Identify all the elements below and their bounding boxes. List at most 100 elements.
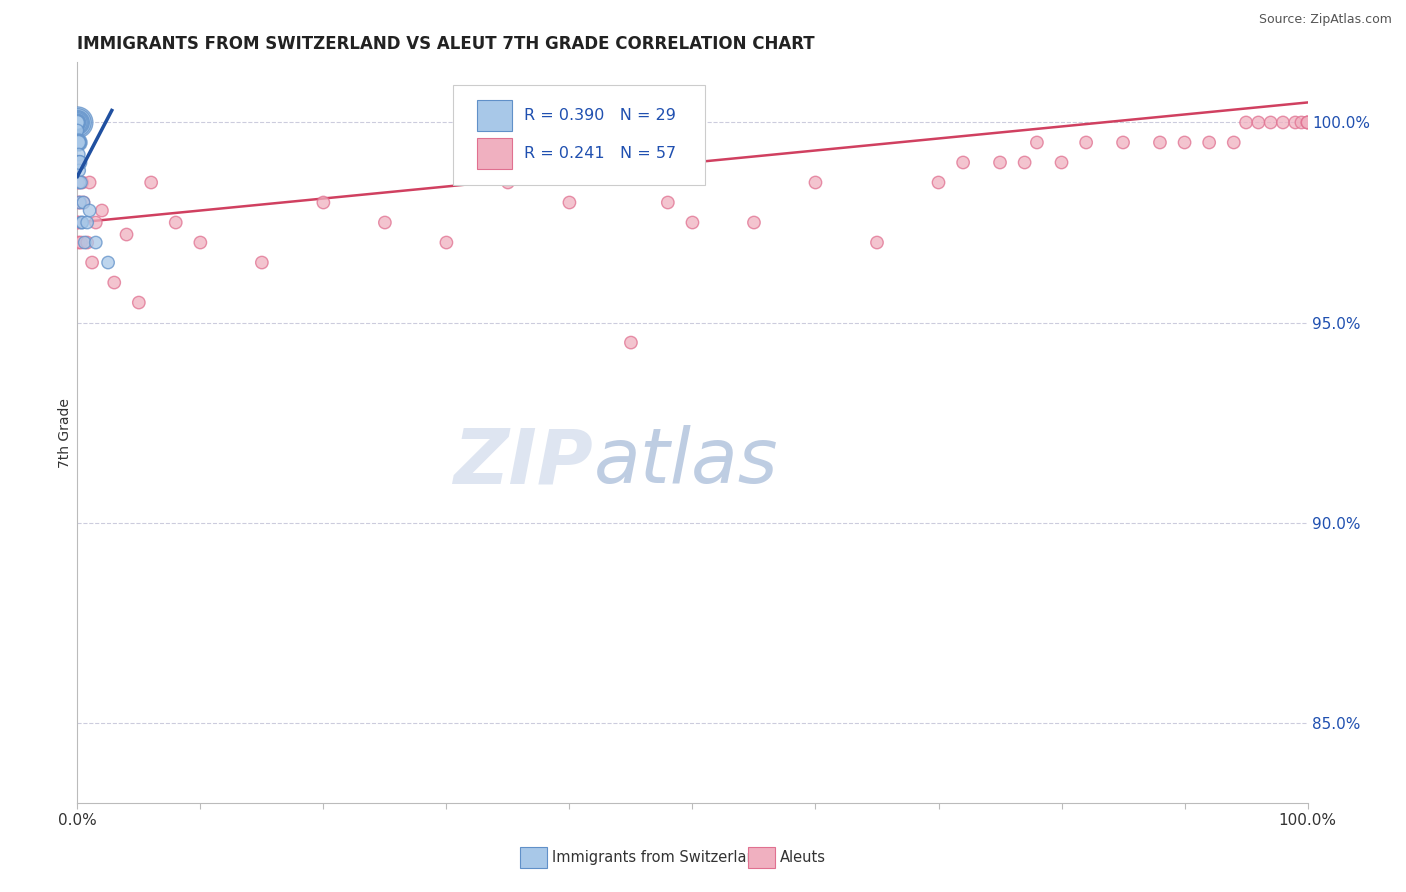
Text: R = 0.241   N = 57: R = 0.241 N = 57 bbox=[524, 146, 676, 161]
Point bbox=[436, 235, 458, 250]
Point bbox=[67, 136, 90, 150]
Point bbox=[620, 335, 643, 350]
Bar bbox=[477, 100, 512, 131]
Point bbox=[165, 215, 187, 229]
Point bbox=[67, 195, 90, 210]
Point bbox=[66, 115, 89, 129]
Point bbox=[66, 115, 89, 129]
Point bbox=[1247, 115, 1270, 129]
Point bbox=[84, 215, 107, 229]
Point bbox=[1296, 115, 1319, 129]
Point bbox=[103, 276, 125, 290]
Point bbox=[69, 195, 91, 210]
Text: atlas: atlas bbox=[595, 425, 779, 500]
Point bbox=[1260, 115, 1282, 129]
Point bbox=[69, 155, 91, 169]
Point bbox=[66, 176, 89, 190]
Text: Source: ZipAtlas.com: Source: ZipAtlas.com bbox=[1258, 13, 1392, 27]
Point bbox=[1223, 136, 1246, 150]
Point bbox=[1198, 136, 1220, 150]
Point bbox=[70, 215, 93, 229]
Point bbox=[69, 195, 91, 210]
Point bbox=[1149, 136, 1171, 150]
Text: Aleuts: Aleuts bbox=[780, 850, 825, 865]
Point bbox=[988, 155, 1011, 169]
Point bbox=[742, 215, 765, 229]
Point bbox=[66, 115, 89, 129]
Point bbox=[558, 195, 581, 210]
Point bbox=[66, 115, 89, 129]
Point bbox=[1076, 136, 1098, 150]
Point bbox=[67, 235, 90, 250]
Point bbox=[1174, 136, 1197, 150]
Point bbox=[67, 136, 90, 150]
Point bbox=[1296, 115, 1319, 129]
Point bbox=[97, 255, 120, 269]
Point bbox=[69, 155, 91, 169]
Point bbox=[1291, 115, 1313, 129]
Point bbox=[66, 115, 89, 129]
Bar bbox=[477, 137, 512, 169]
Point bbox=[1026, 136, 1049, 150]
Point bbox=[67, 215, 90, 229]
Point bbox=[79, 176, 101, 190]
Point bbox=[84, 235, 107, 250]
Point bbox=[928, 176, 950, 190]
Point bbox=[496, 176, 519, 190]
Point bbox=[67, 136, 90, 150]
Text: IMMIGRANTS FROM SWITZERLAND VS ALEUT 7TH GRADE CORRELATION CHART: IMMIGRANTS FROM SWITZERLAND VS ALEUT 7TH… bbox=[77, 35, 815, 53]
Point bbox=[72, 195, 94, 210]
Point bbox=[90, 203, 114, 218]
Point bbox=[66, 115, 89, 129]
Point bbox=[115, 227, 138, 242]
Point bbox=[312, 195, 335, 210]
Point bbox=[70, 176, 93, 190]
Point bbox=[67, 176, 90, 190]
Bar bbox=[748, 847, 775, 868]
Point bbox=[128, 295, 150, 310]
Point bbox=[866, 235, 889, 250]
Text: ZIP: ZIP bbox=[454, 425, 595, 500]
Point bbox=[1234, 115, 1257, 129]
Point bbox=[70, 176, 93, 190]
FancyBboxPatch shape bbox=[453, 85, 704, 185]
Point bbox=[374, 215, 396, 229]
Point bbox=[76, 235, 98, 250]
Point bbox=[952, 155, 974, 169]
Point bbox=[67, 147, 90, 161]
Point bbox=[1050, 155, 1073, 169]
Point bbox=[66, 115, 89, 129]
Point bbox=[804, 176, 827, 190]
Point bbox=[66, 215, 89, 229]
Point bbox=[141, 176, 163, 190]
Point bbox=[79, 203, 101, 218]
Point bbox=[66, 136, 89, 150]
Point bbox=[76, 215, 98, 229]
Y-axis label: 7th Grade: 7th Grade bbox=[58, 398, 72, 467]
Point bbox=[1014, 155, 1036, 169]
Point bbox=[69, 176, 91, 190]
Point bbox=[657, 195, 679, 210]
Point bbox=[250, 255, 273, 269]
Point bbox=[1296, 115, 1319, 129]
Point bbox=[66, 155, 89, 169]
Point bbox=[1112, 136, 1135, 150]
Point bbox=[70, 235, 93, 250]
Point bbox=[67, 163, 90, 178]
Point bbox=[188, 235, 212, 250]
Point bbox=[66, 123, 89, 137]
Point bbox=[66, 136, 89, 150]
Point bbox=[73, 235, 96, 250]
Point bbox=[72, 195, 94, 210]
Point bbox=[1272, 115, 1295, 129]
Bar bbox=[520, 847, 547, 868]
Text: R = 0.390   N = 29: R = 0.390 N = 29 bbox=[524, 109, 676, 123]
Point bbox=[682, 215, 704, 229]
Point bbox=[1284, 115, 1306, 129]
Point bbox=[82, 255, 104, 269]
Point bbox=[66, 115, 89, 129]
Text: Immigrants from Switzerland: Immigrants from Switzerland bbox=[553, 850, 765, 865]
Point bbox=[70, 215, 93, 229]
Point bbox=[67, 155, 90, 169]
Point bbox=[67, 136, 90, 150]
